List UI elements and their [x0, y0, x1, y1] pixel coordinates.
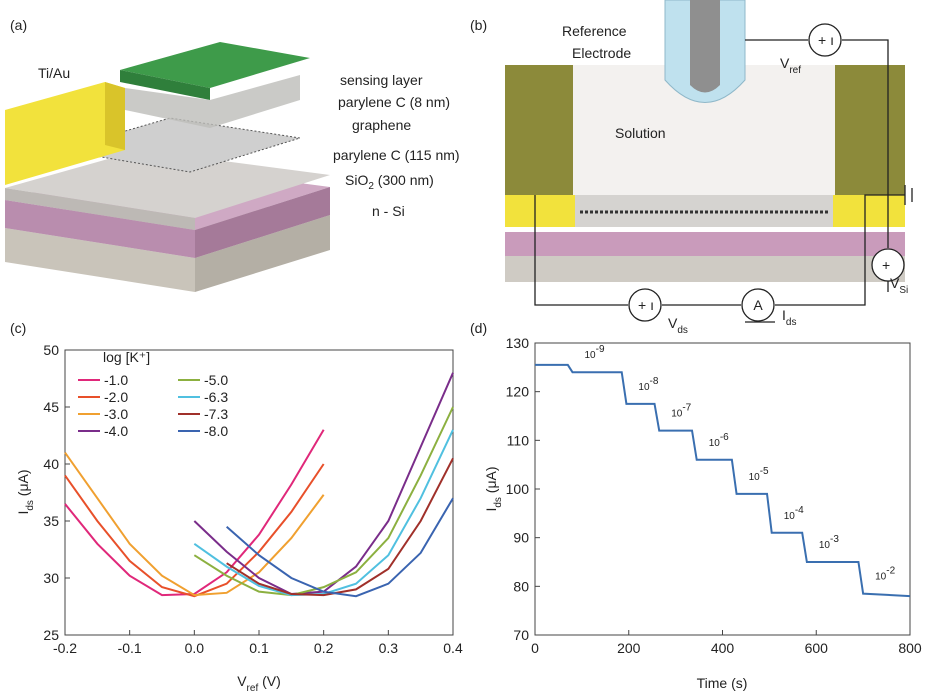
- svg-text:+ ı: + ı: [638, 297, 654, 313]
- y-tick-label: 90: [513, 530, 529, 546]
- y-tick-label: 50: [43, 342, 59, 358]
- svg-text:+: +: [882, 257, 890, 273]
- panel-label: (a): [10, 17, 27, 33]
- layer-label: parylene C (115 nm): [333, 147, 460, 163]
- y-tick-label: 130: [506, 335, 530, 351]
- x-tick-label: -0.1: [118, 640, 142, 656]
- legend-label: -6.3: [204, 389, 228, 405]
- y-tick-label: 30: [43, 570, 59, 586]
- x-tick-label: 800: [898, 640, 922, 656]
- x-axis-label: Time (s): [697, 675, 748, 691]
- y-tick-label: 100: [506, 481, 530, 497]
- diagram-label: Solution: [615, 125, 666, 141]
- y-tick-label: 70: [513, 627, 529, 643]
- y-tick-label: 110: [507, 432, 530, 448]
- panel-label: (d): [470, 320, 487, 336]
- legend-label: -8.0: [204, 423, 228, 439]
- layer-label: n - Si: [372, 203, 405, 219]
- y-tick-label: 120: [506, 384, 530, 400]
- panel-label: (c): [10, 320, 26, 336]
- legend-label: -2.0: [104, 389, 128, 405]
- y-tick-label: 40: [43, 456, 59, 472]
- diagram-label: Electrode: [572, 45, 631, 61]
- y-tick-label: 35: [43, 513, 59, 529]
- diagram-label: A: [753, 297, 763, 313]
- svg-text:+ ı: + ı: [818, 32, 834, 48]
- x-tick-label: 400: [711, 640, 735, 656]
- figure: (a) Ti/Au sensing layer parylene C (8 nm…: [0, 0, 930, 695]
- panel-label: (b): [470, 17, 487, 33]
- y-tick-label: 80: [513, 578, 529, 594]
- x-tick-label: 600: [805, 640, 829, 656]
- layer-label: sensing layer: [340, 72, 423, 88]
- x-tick-label: 0: [531, 640, 539, 656]
- layer-label: graphene: [352, 117, 411, 133]
- x-tick-label: 0.3: [379, 640, 399, 656]
- x-tick-label: -0.2: [53, 640, 77, 656]
- legend-label: -3.0: [104, 406, 128, 422]
- layer-label: parylene C (8 nm): [338, 94, 450, 110]
- y-tick-label: 45: [43, 399, 59, 415]
- x-tick-label: 200: [617, 640, 641, 656]
- legend-label: -5.0: [204, 372, 228, 388]
- diagram-label: Reference: [562, 23, 627, 39]
- x-tick-label: 0.2: [314, 640, 334, 656]
- layer-label: Ti/Au: [38, 65, 70, 81]
- legend-label: -7.3: [204, 406, 228, 422]
- legend-title: log [K⁺]: [103, 349, 150, 365]
- x-tick-label: 0.0: [185, 640, 205, 656]
- legend-label: -4.0: [104, 423, 128, 439]
- legend-label: -1.0: [104, 372, 128, 388]
- x-tick-label: 0.4: [443, 640, 463, 656]
- x-tick-label: 0.1: [249, 640, 269, 656]
